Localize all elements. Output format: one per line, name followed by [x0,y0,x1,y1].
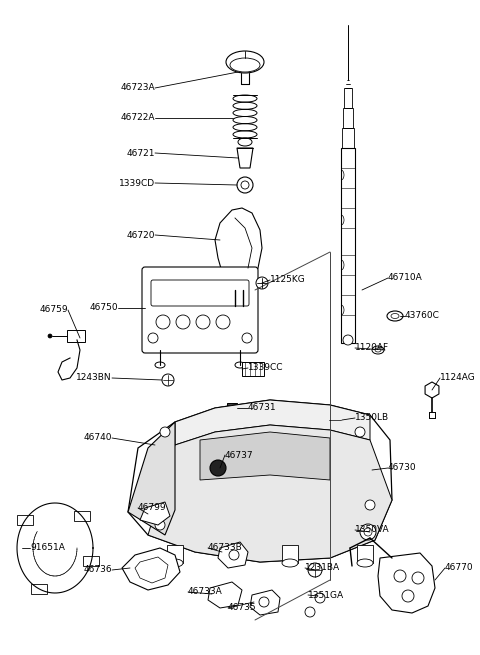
Text: 1231BA: 1231BA [305,563,340,572]
Circle shape [162,374,174,386]
Bar [31,584,47,594]
Polygon shape [140,502,170,525]
Circle shape [343,335,353,345]
Bar [342,128,354,148]
Circle shape [210,460,226,476]
Bar [84,556,99,567]
Polygon shape [128,422,175,535]
Text: 46737: 46737 [225,451,253,460]
Ellipse shape [235,362,245,368]
Bar [242,362,264,376]
Circle shape [256,277,268,289]
Text: 43760C: 43760C [405,312,440,320]
Text: 46722A: 46722A [120,113,155,122]
Polygon shape [237,148,253,168]
Bar [282,545,298,563]
Circle shape [355,427,365,437]
Text: 1351GA: 1351GA [308,591,344,599]
Text: 1125KG: 1125KG [270,276,306,284]
Circle shape [308,563,322,577]
Polygon shape [215,208,262,290]
Text: 1243BN: 1243BN [76,373,112,383]
Bar [344,88,352,108]
Text: 1124AG: 1124AG [440,373,476,383]
Ellipse shape [387,311,403,321]
Bar [343,108,353,128]
Text: 46750: 46750 [89,303,118,312]
Ellipse shape [226,51,264,73]
Text: 1339CC: 1339CC [248,364,284,373]
Bar [67,330,85,342]
Circle shape [241,181,249,189]
Text: 46730: 46730 [388,464,417,472]
Polygon shape [175,400,370,445]
Ellipse shape [372,346,384,354]
Polygon shape [425,382,439,398]
Circle shape [237,177,253,193]
Text: 46733B: 46733B [208,544,243,553]
Circle shape [229,550,239,560]
Circle shape [155,520,165,530]
Text: 91651A: 91651A [30,544,65,553]
Text: 46733A: 46733A [188,588,223,597]
Text: 1339CD: 1339CD [119,179,155,187]
Circle shape [364,528,372,536]
Ellipse shape [357,559,373,567]
Bar [227,403,237,413]
Bar [341,148,355,343]
Ellipse shape [282,559,298,567]
Circle shape [365,500,375,510]
Text: 1350LB: 1350LB [355,413,389,422]
Text: 1350VA: 1350VA [355,525,390,534]
Text: 46740: 46740 [84,434,112,443]
Ellipse shape [238,138,252,146]
Polygon shape [128,400,392,562]
Text: 46759: 46759 [39,305,68,314]
Ellipse shape [155,362,165,368]
Text: 46735: 46735 [228,603,257,612]
Bar [167,545,183,563]
Polygon shape [250,590,280,615]
Text: 46721: 46721 [127,149,155,157]
Ellipse shape [167,559,183,567]
Circle shape [305,607,315,617]
Bar [17,515,33,525]
Text: 46710A: 46710A [388,274,423,282]
Polygon shape [378,553,435,613]
Ellipse shape [391,314,399,318]
Bar [357,545,373,563]
Circle shape [360,524,376,540]
Text: 1120AF: 1120AF [355,343,389,352]
Text: 46731: 46731 [248,403,276,413]
Polygon shape [148,425,392,562]
Text: 46799: 46799 [138,504,167,512]
Text: 46723A: 46723A [120,83,155,92]
Circle shape [48,334,52,338]
Circle shape [259,597,269,607]
Text: 46770: 46770 [445,563,474,572]
Polygon shape [122,548,180,590]
Text: 46736: 46736 [84,565,112,574]
Circle shape [315,593,325,603]
Polygon shape [200,432,330,480]
FancyBboxPatch shape [142,267,258,353]
Polygon shape [218,542,248,568]
Circle shape [160,427,170,437]
Text: 46720: 46720 [127,231,155,240]
Polygon shape [208,582,242,608]
Bar [74,512,90,521]
Circle shape [329,414,341,426]
Ellipse shape [375,348,381,352]
